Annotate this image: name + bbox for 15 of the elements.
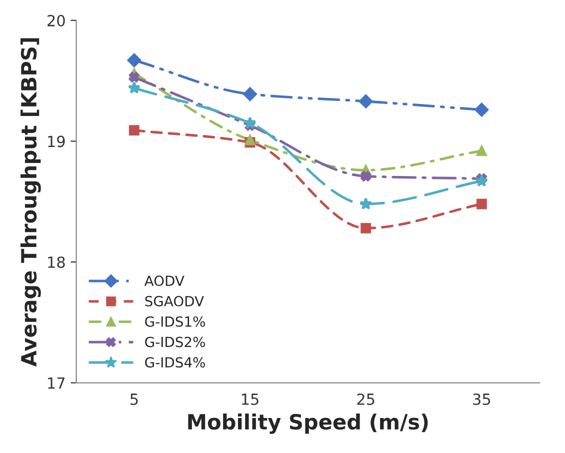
x-tick-label: 25 (357, 393, 374, 406)
x-tick-label: 15 (242, 394, 258, 406)
legend-label: G-IDS2% (145, 336, 205, 348)
legend-label: G-IDS4% (145, 357, 205, 368)
y-axis-title: Average Throughput [KBPS] (20, 38, 41, 367)
legend-label: G-IDS1% (145, 316, 205, 327)
y-tick-label: 18 (48, 256, 65, 268)
x-tick-label: 35 (473, 393, 490, 406)
y-tick-label: 20 (48, 14, 65, 26)
x-axis-title: Mobility Speed (m/s) (188, 414, 428, 434)
x-tick-label: 5 (130, 394, 138, 406)
y-tick-label: 19 (48, 136, 65, 148)
legend-label: SGAODV (145, 296, 204, 306)
legend-label: AODV (144, 276, 184, 286)
y-tick-label: 17 (48, 377, 65, 389)
